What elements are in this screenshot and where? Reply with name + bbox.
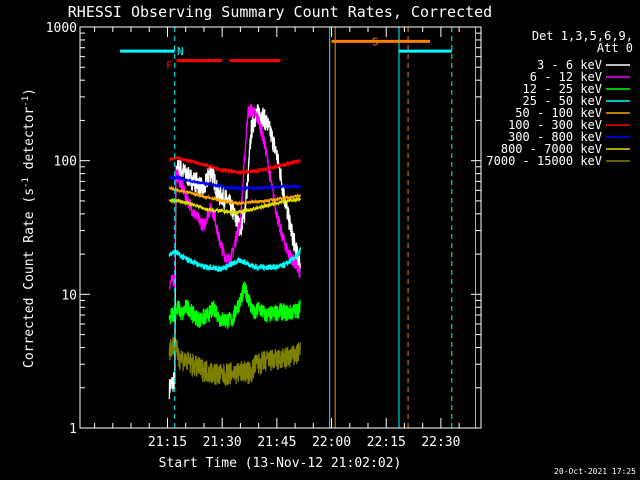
x-tick-label-5: 22:30 [421, 435, 460, 450]
y-label-sup1: -1 [21, 177, 31, 188]
y-tick-label-3: 1000 [46, 21, 77, 36]
y-label-sup2: -1 [21, 96, 31, 107]
legend-label-1: 6 - 12 keV [530, 70, 602, 84]
legend-label-0: 3 - 6 keV [537, 58, 602, 72]
x-axis-label: Start Time (13-Nov-12 21:02:02) [159, 456, 402, 471]
marker-lines-group: NF S [120, 27, 477, 428]
series-line-6 [168, 174, 301, 192]
x-tick-label-4: 22:15 [367, 435, 406, 450]
series-line-1 [168, 102, 301, 290]
x-tick-label-0: 21:15 [148, 435, 187, 450]
plot-series-group [168, 102, 301, 400]
legend-label-5: 100 - 300 keV [508, 118, 602, 132]
series-line-2 [168, 281, 301, 329]
legend-label-4: 50 - 100 keV [515, 106, 602, 120]
plot-frame [79, 26, 482, 429]
series-line-5 [168, 155, 301, 176]
legend-label-7: 800 - 7000 keV [501, 142, 602, 156]
y-tick-label-0: 1 [69, 422, 77, 437]
axes-group: 1 10 100 1000 21:15 21:30 21:45 22:00 22:15 22:30 [46, 21, 481, 450]
y-axis-label: Corrected Count Rate (s-1 detector-1) [21, 88, 37, 368]
legend-title-attenuator: Att 0 [597, 41, 633, 55]
legend-label-3: 25 - 50 keV [523, 94, 602, 108]
y-tick-label-2: 100 [54, 155, 77, 170]
legend-label-2: 12 - 25 keV [523, 82, 602, 96]
y-tick-label-1: 10 [61, 288, 77, 303]
legend-label-8: 7000 - 15000 keV [486, 154, 602, 168]
x-tick-label-2: 21:45 [257, 435, 296, 450]
series-line-4 [168, 185, 301, 206]
series-line-7 [168, 196, 301, 216]
y-label-mid: detector [22, 107, 37, 178]
chart-title: RHESSI Observing Summary Count Rates, Co… [68, 3, 492, 21]
series-line-3 [168, 247, 301, 273]
annotation-label-f: F [166, 59, 173, 72]
footer-date: 20-Oct-2021 17:25 [554, 467, 636, 476]
series-line-8 [168, 336, 301, 386]
legend-title-detectors: Det 1,3,5,6,9, [532, 29, 633, 43]
x-tick-label-3: 22:00 [312, 435, 351, 450]
annotation-label-n: N [177, 45, 184, 58]
x-tick-label-1: 21:30 [203, 435, 242, 450]
y-label-main: Corrected Count Rate (s [22, 188, 37, 368]
y-label-end: ) [22, 88, 37, 96]
annotation-label-s: S [372, 35, 379, 48]
legend-label-6: 300 - 800 keV [508, 130, 602, 144]
